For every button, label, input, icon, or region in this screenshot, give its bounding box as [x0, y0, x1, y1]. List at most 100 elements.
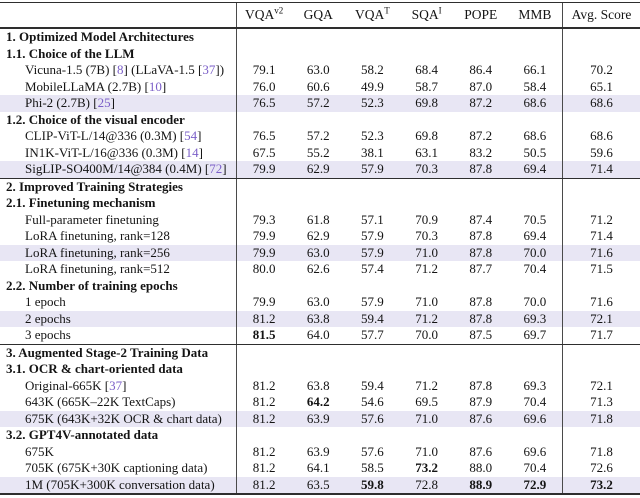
metric-value: 76.5 [252, 95, 276, 110]
section-heading-label: 3. Augmented Stage-2 Training Data [0, 344, 237, 361]
avg-score-value: 73.2 [562, 476, 640, 493]
row-label: MobileLLaMA (2.7B) [10] [0, 78, 237, 95]
row-label: 1 epoch [0, 294, 237, 311]
row-label: 705K (675K+30K captioning data) [0, 460, 237, 477]
section-heading-label: 2. Improved Training Strategies [0, 178, 237, 195]
section-heading-label: 1.1. Choice of the LLM [0, 45, 237, 62]
table-row: LoRA finetuning, rank=512 80.0 62.6 57.4 71.… [0, 261, 640, 278]
avg-score-value: 70.2 [562, 62, 640, 79]
metric-value: 87.8 [469, 228, 493, 243]
metric-value: 79.9 [252, 161, 276, 176]
row-label: Original-665K [37] [0, 377, 237, 394]
avg-score-value: 71.8 [562, 443, 640, 460]
header-benchmark-vqa-t: VQAT [355, 5, 390, 22]
metric-value: 87.8 [469, 161, 493, 176]
header-benchmark-mmb: MMB [518, 7, 552, 22]
metric-value: 79.3 [252, 211, 276, 227]
metric-value: 86.4 [469, 62, 493, 77]
metric-value: 63.9 [306, 443, 330, 459]
metric-value: 88.9 [469, 476, 493, 492]
metric-value: 69.8 [415, 95, 438, 110]
metric-value: 76.5 [252, 128, 276, 143]
metric-value: 69.6 [523, 410, 547, 426]
avg-score-value [562, 111, 640, 128]
section-heading-label: 1. Optimized Model Architectures [0, 29, 237, 46]
metric-value: 81.2 [252, 310, 276, 326]
section-heading-row: 1.1. Choice of the LLM [0, 45, 640, 62]
table-row: LoRA finetuning, rank=128 79.9 62.9 57.9 70.… [0, 228, 640, 245]
metric-value: 57.2 [306, 95, 330, 110]
row-label: LoRA finetuning, rank=256 [0, 244, 237, 261]
metric-value: 88.0 [469, 460, 493, 475]
citation-link[interactable]: 10 [148, 78, 162, 94]
metric-value: 87.8 [469, 310, 493, 326]
row-label: 643K (665K–22K TextCaps) [0, 394, 237, 411]
metric-value: 71.2 [415, 310, 438, 326]
metric-value: 72.8 [415, 476, 438, 492]
metric-value: 70.9 [415, 211, 438, 227]
citation-link[interactable]: 72 [209, 161, 223, 176]
metric-value: 58.5 [361, 460, 384, 475]
metric-value: 66.1 [523, 62, 547, 77]
avg-score-value: 71.2 [562, 211, 640, 228]
avg-score-value [562, 361, 640, 378]
avg-score-value: 71.6 [562, 244, 640, 261]
avg-score-value: 71.3 [562, 394, 640, 411]
avg-score-value [562, 29, 640, 46]
citation-link[interactable]: 8 [117, 62, 124, 77]
metric-value: 57.9 [361, 294, 384, 309]
metric-value: 80.0 [252, 261, 276, 276]
row-label: CLIP-ViT-L/14@336 (0.3M) [54] [0, 128, 237, 145]
metric-value: 70.0 [523, 244, 547, 260]
citation-link[interactable]: 37 [109, 377, 123, 393]
section-heading-row: 3.1. OCR & chart-oriented data [0, 361, 640, 378]
row-label: 1M (705K+300K conversation data) [0, 476, 237, 493]
table-row: 2 epochs 81.2 63.8 59.4 71.2 87.8 69.3 72.1 [0, 310, 640, 327]
citation-link[interactable]: 25 [97, 95, 111, 110]
metric-value: 69.7 [523, 327, 547, 342]
header-benchmark-gqa: GQA [303, 7, 333, 22]
section-heading-row: 2. Improved Training Strategies [0, 178, 640, 195]
metric-value: 64.0 [306, 327, 330, 342]
table-section-1: 1. Optimized Model Architectures 1.1. Cho… [0, 29, 640, 178]
metric-value: 69.8 [415, 128, 438, 143]
table-row: Vicuna-1.5 (7B) [8] (LLaVA-1.5 [37]) 79.1… [0, 62, 640, 79]
row-label: LoRA finetuning, rank=512 [0, 261, 237, 278]
metric-value: 81.2 [252, 476, 276, 492]
metric-value: 49.9 [361, 78, 384, 94]
metric-value: 57.1 [361, 211, 384, 227]
metric-value: 58.7 [415, 78, 438, 94]
metric-value: 63.5 [306, 476, 330, 492]
table-row: MobileLLaMA (2.7B) [10] 76.0 60.6 49.9 58.7 8… [0, 78, 640, 95]
metric-value: 70.0 [415, 327, 438, 342]
metric-value: 59.8 [361, 476, 384, 492]
section-heading-label: 3.2. GPT4V-annotated data [0, 427, 237, 444]
table-row: Phi-2 (2.7B) [25] 76.5 57.2 52.3 69.8 87.2 68.… [0, 95, 640, 112]
metric-value: 83.2 [469, 144, 493, 160]
table-row: 705K (675K+30K captioning data) 81.2 64.1 5… [0, 460, 640, 477]
metric-value: 81.2 [252, 460, 276, 475]
avg-score-value: 72.1 [562, 377, 640, 394]
metric-value: 81.2 [252, 394, 276, 409]
metric-value: 70.5 [523, 211, 547, 227]
metric-value: 57.9 [361, 228, 384, 243]
metric-value: 62.9 [306, 161, 330, 176]
metric-value: 87.2 [469, 128, 493, 143]
section-heading-row: 2.2. Number of training epochs [0, 277, 640, 294]
citation-link[interactable]: 54 [184, 128, 198, 143]
row-label: 2 epochs [0, 310, 237, 327]
row-label: Phi-2 (2.7B) [25] [0, 95, 237, 112]
table-section-2: 2. Improved Training Strategies 2.1. Fine… [0, 177, 640, 344]
citation-link[interactable]: 37 [202, 62, 216, 77]
table-row: IN1K-ViT-L/16@336 (0.3M) [14] 67.5 55.2 38.… [0, 144, 640, 161]
table-row: 675K 81.2 63.9 57.6 71.0 87.6 69.6 71.8 [0, 443, 640, 460]
citation-link[interactable]: 14 [185, 144, 199, 160]
metric-value: 71.0 [415, 410, 438, 426]
metric-value: 73.2 [415, 460, 438, 475]
metric-value: 63.0 [306, 294, 330, 309]
row-label: 3 epochs [0, 327, 237, 344]
metric-value: 52.3 [361, 95, 384, 110]
metric-value: 61.8 [306, 211, 330, 227]
metric-value: 79.9 [252, 228, 276, 243]
